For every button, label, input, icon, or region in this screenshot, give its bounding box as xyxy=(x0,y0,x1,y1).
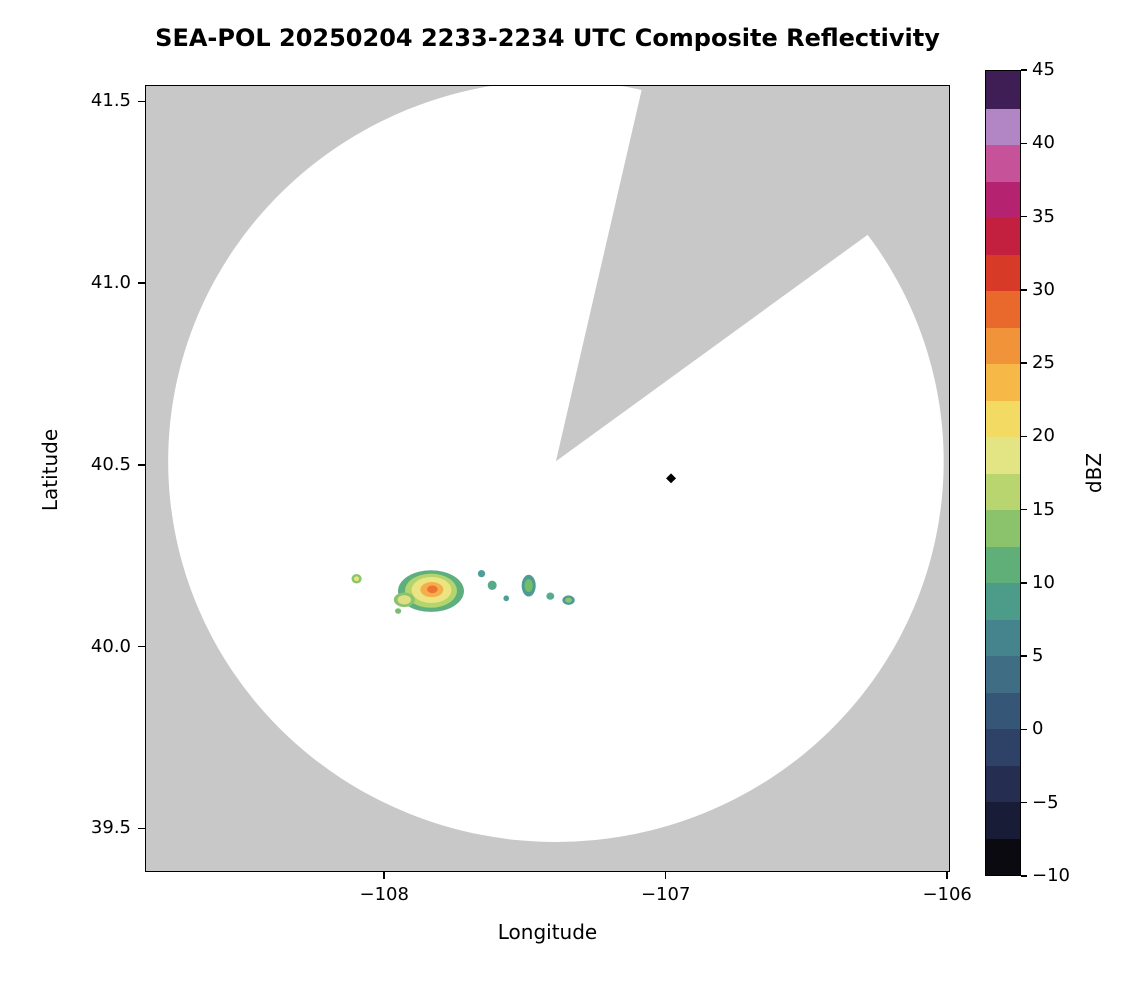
colorbar-band xyxy=(986,71,1020,109)
colorbar-tick-mark xyxy=(1021,215,1027,218)
radar-plot-canvas xyxy=(168,86,949,842)
colorbar-band xyxy=(986,618,1020,656)
colorbar-band xyxy=(986,764,1020,802)
colorbar-band xyxy=(986,472,1020,510)
colorbar-band xyxy=(986,509,1020,547)
plot-area xyxy=(145,85,950,872)
colorbar-band xyxy=(986,253,1020,291)
reflectivity-echo xyxy=(546,592,555,600)
y-tick-mark xyxy=(138,464,145,466)
y-tick-mark xyxy=(138,827,145,830)
plot-title: SEA-POL 20250204 2233-2234 UTC Composite… xyxy=(155,24,940,52)
reflectivity-echo xyxy=(477,570,486,578)
colorbar-tick-label: 25 xyxy=(1032,352,1055,374)
colorbar-band xyxy=(986,399,1020,437)
colorbar-tick-mark xyxy=(1021,289,1027,291)
reflectivity-echo xyxy=(487,580,497,590)
colorbar-tick-label: 15 xyxy=(1032,498,1055,520)
x-tick-mark xyxy=(383,872,385,879)
colorbar-band xyxy=(986,728,1020,766)
colorbar-band xyxy=(986,107,1020,145)
colorbar-band xyxy=(986,180,1020,218)
colorbar-band xyxy=(986,363,1020,401)
x-axis-label: Longitude xyxy=(497,920,598,944)
colorbar-tick-mark xyxy=(1021,655,1027,657)
y-tick-label: 40.5 xyxy=(90,453,131,475)
colorbar-label: dBZ xyxy=(1082,452,1106,494)
y-tick-label: 40.0 xyxy=(90,635,131,657)
reflectivity-echo xyxy=(397,595,412,605)
colorbar-tick-label: 45 xyxy=(1032,59,1055,80)
colorbar-tick-label: 20 xyxy=(1032,425,1055,447)
x-tick-label: −108 xyxy=(359,884,409,905)
y-tick-mark xyxy=(138,645,145,648)
y-tick-mark xyxy=(138,282,145,284)
reflectivity-echo xyxy=(524,579,533,593)
colorbar-tick-mark xyxy=(1021,69,1027,71)
colorbar-tick-label: −10 xyxy=(1032,865,1070,886)
x-tick-mark xyxy=(946,872,948,879)
colorbar-tick-mark xyxy=(1021,142,1027,145)
colorbar-band xyxy=(986,545,1020,583)
colorbar-band xyxy=(986,326,1020,364)
y-tick-mark xyxy=(138,100,145,103)
colorbar-tick-mark xyxy=(1021,801,1027,804)
colorbar xyxy=(985,70,1021,876)
blocked-sector-wedge xyxy=(555,86,949,462)
reflectivity-echo xyxy=(565,597,572,603)
colorbar-tick-mark xyxy=(1021,508,1027,511)
colorbar-tick-label: 0 xyxy=(1032,718,1044,740)
colorbar-tick-label: 40 xyxy=(1032,132,1055,154)
x-tick-mark xyxy=(664,872,667,879)
reflectivity-echo xyxy=(354,576,360,582)
colorbar-tick-label: −5 xyxy=(1032,791,1059,813)
colorbar-tick-mark xyxy=(1021,728,1027,731)
colorbar-band xyxy=(986,691,1020,729)
reflectivity-echo xyxy=(395,608,402,614)
colorbar-tick-mark xyxy=(1021,435,1027,438)
colorbar-tick-mark xyxy=(1021,875,1027,877)
y-tick-label: 39.5 xyxy=(90,817,131,839)
colorbar-tick-label: 30 xyxy=(1032,278,1055,300)
colorbar-band xyxy=(986,144,1020,182)
colorbar-tick-mark xyxy=(1021,362,1027,364)
colorbar-tick-label: 10 xyxy=(1032,571,1055,593)
colorbar-band xyxy=(986,582,1020,620)
colorbar-band xyxy=(986,290,1020,328)
x-tick-label: −106 xyxy=(922,884,972,905)
y-tick-label: 41.5 xyxy=(90,90,131,112)
colorbar-band xyxy=(986,655,1020,693)
reflectivity-echo xyxy=(503,595,510,602)
x-tick-label: −107 xyxy=(640,884,691,905)
colorbar-band xyxy=(986,801,1020,839)
colorbar-tick-label: 5 xyxy=(1032,645,1044,667)
colorbar-tick-mark xyxy=(1021,582,1027,584)
colorbar-band xyxy=(986,217,1020,255)
reflectivity-echo xyxy=(427,585,438,594)
colorbar-band xyxy=(986,837,1020,875)
y-axis-label: Latitude xyxy=(38,428,62,512)
colorbar-band xyxy=(986,436,1020,474)
y-tick-label: 41.0 xyxy=(90,272,131,294)
colorbar-tick-label: 35 xyxy=(1032,205,1055,227)
